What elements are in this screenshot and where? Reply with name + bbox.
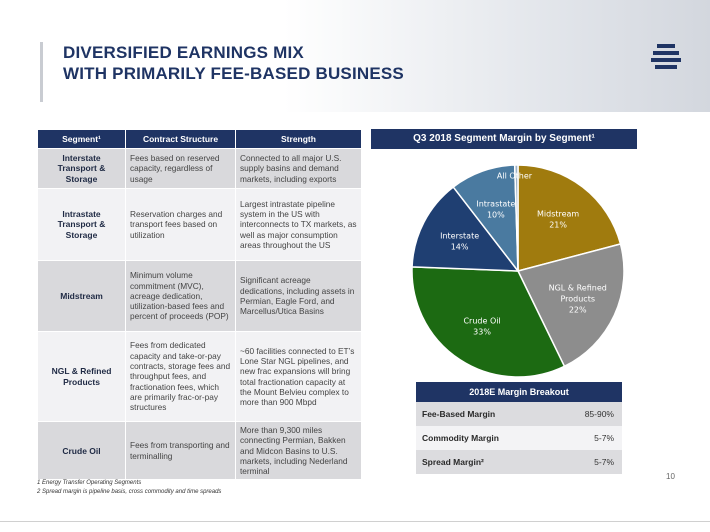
- strength-cell: Significant acreage dedications, includi…: [235, 260, 362, 332]
- table-row: NGL & Refined Products Fees from dedicat…: [37, 331, 362, 422]
- pie-label-interstate: Interstate 14%: [440, 231, 479, 251]
- segment-cell: NGL & Refined Products: [37, 331, 126, 422]
- pie-slice-all-other: [513, 164, 519, 272]
- chart-title: Q3 2018 Segment Margin by Segment¹: [371, 129, 637, 149]
- breakout-value: 5-7%: [594, 457, 614, 467]
- company-logo: [651, 44, 681, 70]
- header-band: [0, 0, 710, 112]
- header-segment: Segment¹: [37, 129, 126, 149]
- breakout-title: 2018E Margin Breakout: [416, 382, 622, 402]
- title-line-1: DIVERSIFIED EARNINGS MIX: [63, 43, 304, 62]
- table-row: Midstream Minimum volume commitment (MVC…: [37, 260, 362, 332]
- breakout-value: 5-7%: [594, 433, 614, 443]
- segment-cell: Midstream: [37, 260, 126, 332]
- breakout-value: 85-90%: [584, 409, 614, 419]
- segment-cell: Crude Oil: [37, 420, 126, 481]
- breakout-label: Fee-Based Margin: [422, 409, 496, 419]
- page-number: 10: [666, 472, 675, 481]
- contract-cell: Minimum volume commitment (MVC), acreage…: [125, 260, 236, 332]
- footer-divider: [0, 521, 710, 522]
- footnote-1: 1 Energy Transfer Operating Segments: [37, 480, 142, 486]
- segment-cell: Intrastate Transport & Storage: [37, 188, 126, 261]
- pie-slice-interstate: [411, 185, 520, 272]
- header-strength: Strength: [235, 129, 362, 149]
- pie-label-midstream: Midstream 21%: [537, 209, 579, 229]
- pie-label-crude-oil: Crude Oil 33%: [463, 317, 500, 337]
- pie-label-intrastate: Intrastate 10%: [476, 200, 515, 220]
- strength-cell: More than 9,300 miles connecting Permian…: [235, 420, 362, 481]
- strength-cell: Connected to all major U.S. supply basin…: [235, 148, 362, 189]
- title-line-2: WITH PRIMARILY FEE-BASED BUSINESS: [63, 64, 404, 83]
- pie-slice-ngl-refined-products: [516, 243, 625, 368]
- pie-chart: Midstream 21% NGL & Refined Products 22% Crud…: [411, 164, 625, 377]
- pie-slice-midstream: [517, 164, 622, 272]
- pie-label-ngl-refined-products: NGL & Refined Products 22%: [549, 283, 607, 314]
- page-title: DIVERSIFIED EARNINGS MIX WITH PRIMARILY …: [40, 42, 520, 102]
- strength-cell: ~60 facilities connected to ET’s Lone St…: [235, 331, 362, 422]
- strength-cell: Largest intrastate pipeline system in th…: [235, 188, 362, 261]
- contract-cell: Fees based on reserved capacity, regardl…: [125, 148, 236, 189]
- header-contract-structure: Contract Structure: [125, 129, 236, 149]
- pie-label-all-other: All Other: [497, 172, 533, 181]
- table-header-row: Segment¹ Contract Structure Strength: [37, 129, 362, 149]
- pie-slice-crude-oil: [411, 266, 566, 377]
- table-row: Intrastate Transport & Storage Reservati…: [37, 188, 362, 261]
- breakout-label: Spread Margin²: [422, 457, 484, 467]
- segment-cell: Interstate Transport & Storage: [37, 148, 126, 189]
- contract-cell: Reservation charges and transport fees b…: [125, 188, 236, 261]
- table-row: Crude Oil Fees from transporting and ter…: [37, 420, 362, 481]
- breakout-row: Fee-Based Margin 85-90%: [416, 402, 622, 426]
- breakout-row: Commodity Margin 5-7%: [416, 426, 622, 450]
- footnote-2: 2 Spread margin is pipeline basis, cross…: [37, 489, 222, 495]
- contract-cell: Fees from transporting and terminalling: [125, 420, 236, 481]
- table-row: Interstate Transport & Storage Fees base…: [37, 148, 362, 189]
- contract-cell: Fees from dedicated capacity and take-or…: [125, 331, 236, 422]
- segment-table: Segment¹ Contract Structure Strength Int…: [37, 129, 362, 481]
- breakout-label: Commodity Margin: [422, 433, 499, 443]
- breakout-row: Spread Margin² 5-7%: [416, 450, 622, 474]
